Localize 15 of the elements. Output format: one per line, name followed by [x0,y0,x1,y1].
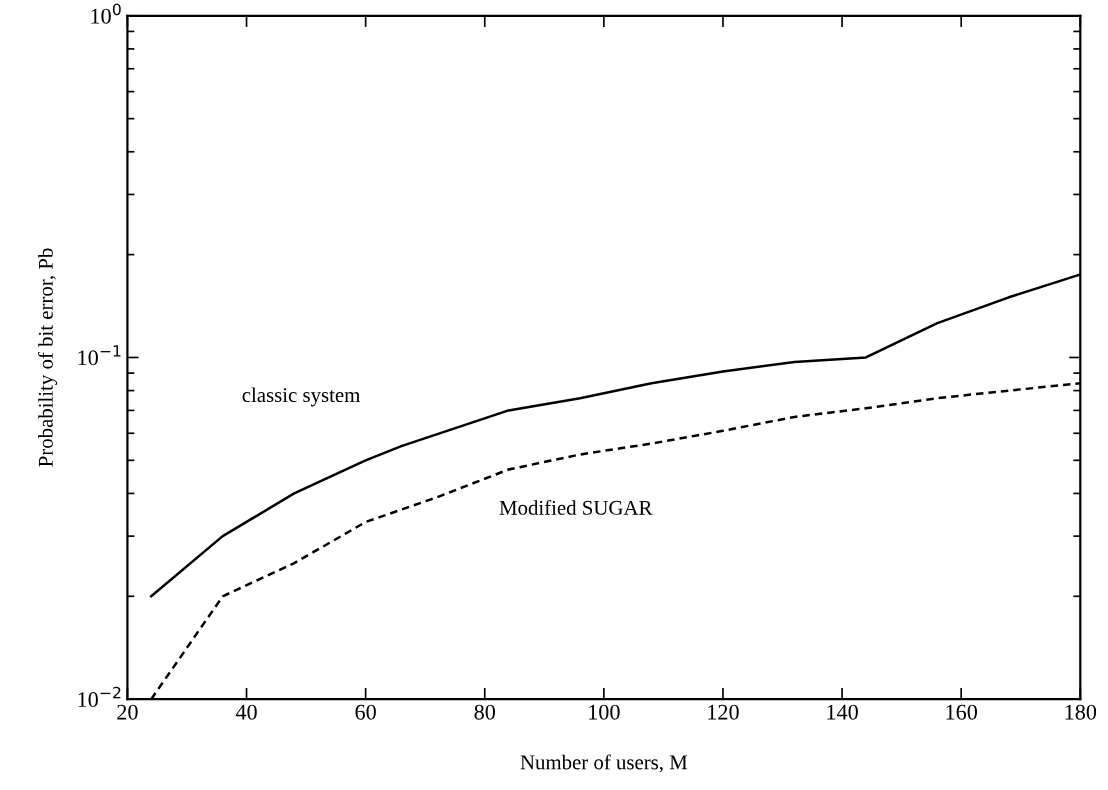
x-tick-label: 140 [827,704,858,720]
x-axis-title: Number of users, M [520,754,688,773]
x-tick-label: 180 [1065,704,1097,720]
x-tick-label: 40 [235,704,257,720]
x-tick-label: 80 [474,704,496,720]
x-tick-label: 120 [708,704,739,720]
y-axis-title: Probability of bit error, Pb [37,248,58,467]
y-tick-label: 10$^{−1}$ [78,345,121,366]
x-tick-label: 20 [117,704,138,720]
x-tick-label: 60 [355,704,376,720]
y-tick-label: 10$^{0}$ [91,3,121,24]
x-tick-label: 100 [589,704,620,720]
x-tick-label: 160 [946,704,978,720]
series-label: Modified SUGAR [499,499,653,515]
text: classic system [242,387,361,407]
